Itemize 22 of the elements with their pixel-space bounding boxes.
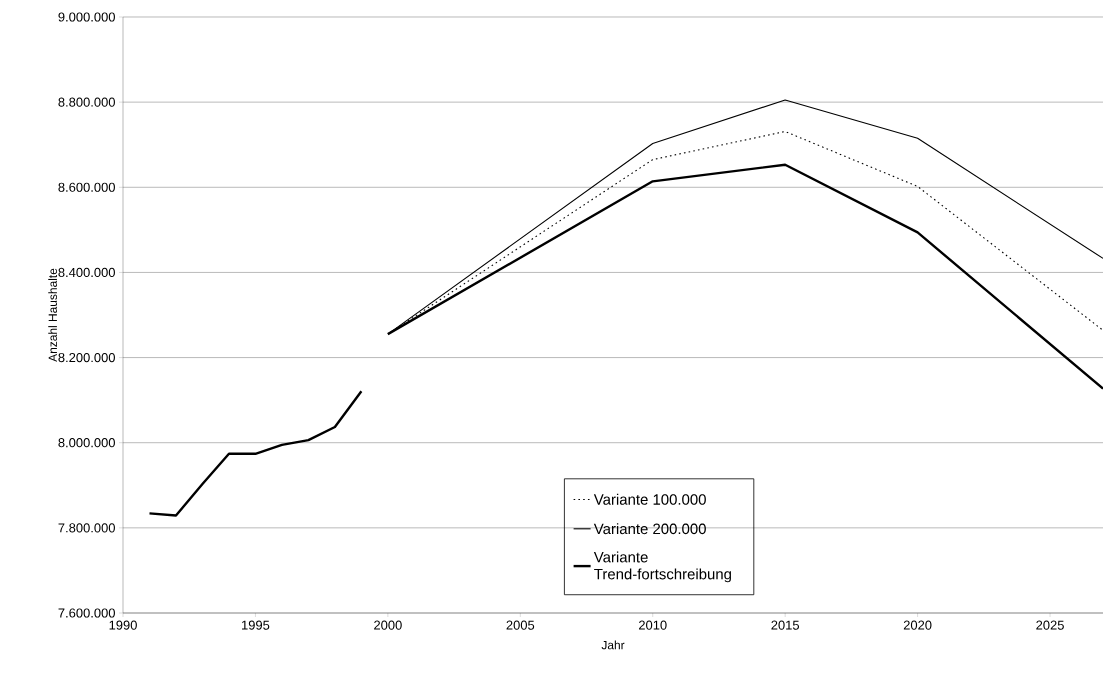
y-tick-label: 9.000.000 <box>58 12 115 22</box>
x-tick-label: 2005 <box>506 620 535 630</box>
x-tick-label: 2020 <box>903 620 932 630</box>
x-tick-label: 2025 <box>1036 620 1064 630</box>
y-tick-label: 8.400.000 <box>58 267 115 278</box>
x-tick-label: 1990 <box>109 620 137 630</box>
y-tick-label: 8.600.000 <box>58 182 115 192</box>
line-series <box>148 390 363 517</box>
legend-label: Variante Trend-fortschreibung <box>593 551 731 583</box>
x-tick-label: 1995 <box>242 620 270 630</box>
y-tick-label: 8.000.000 <box>58 438 115 448</box>
y-axis-title: Anzahl Haushalte <box>48 268 58 362</box>
legend-label: Variante 100.000 <box>593 493 706 505</box>
x-axis-title: Jahr <box>601 640 625 650</box>
y-tick-label: 7.800.000 <box>58 523 115 533</box>
legend-label: Variante 200.000 <box>593 523 706 535</box>
x-tick-label: 2000 <box>374 620 402 630</box>
y-tick-label: 7.600.000 <box>58 608 115 618</box>
x-tick-label: 2015 <box>771 620 800 630</box>
y-tick-label: 8.800.000 <box>58 97 115 107</box>
y-tick-label: 8.200.000 <box>58 352 115 363</box>
x-tick-label: 2010 <box>638 620 667 630</box>
